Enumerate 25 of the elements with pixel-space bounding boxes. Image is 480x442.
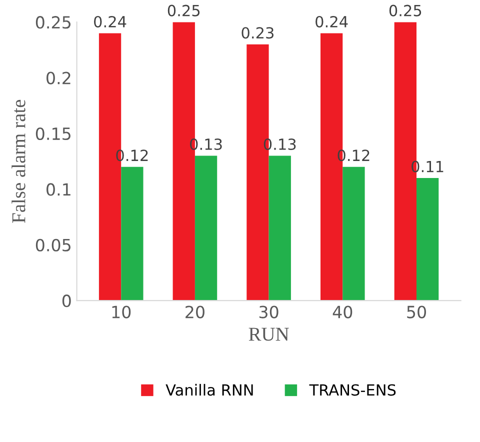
x-tick-label: 10 (112, 306, 131, 318)
bar (194, 156, 218, 301)
x-tick-label: 40 (332, 306, 352, 318)
y-tick-label: 0 (62, 294, 71, 308)
y-tick-label: 0.2 (46, 72, 70, 84)
x-tick-label: 30 (259, 306, 278, 318)
legend-label: Vanilla RNN (166, 384, 253, 396)
bar (121, 166, 144, 301)
y-tick-label: 0.25 (36, 16, 70, 29)
y-tick-label: 0.15 (36, 127, 70, 140)
bar (342, 166, 365, 301)
y-tick-label: 0.05 (36, 238, 70, 252)
data-label: 0.25 (168, 4, 200, 16)
bar (268, 156, 291, 301)
x-tick-label: 20 (186, 306, 204, 318)
data-label: 0.23 (242, 27, 274, 39)
y-axis-title: False alarm rate (12, 100, 26, 223)
x-tick-label: 50 (407, 306, 426, 318)
bar (416, 178, 439, 301)
y-tick-label: 0.1 (46, 183, 70, 196)
data-label: 0.25 (389, 4, 422, 16)
data-label: 0.24 (316, 16, 348, 28)
data-label: 0.24 (94, 16, 126, 28)
legend-label: TRANS-ENS (309, 384, 396, 396)
x-axis-title: RUN (248, 328, 289, 341)
